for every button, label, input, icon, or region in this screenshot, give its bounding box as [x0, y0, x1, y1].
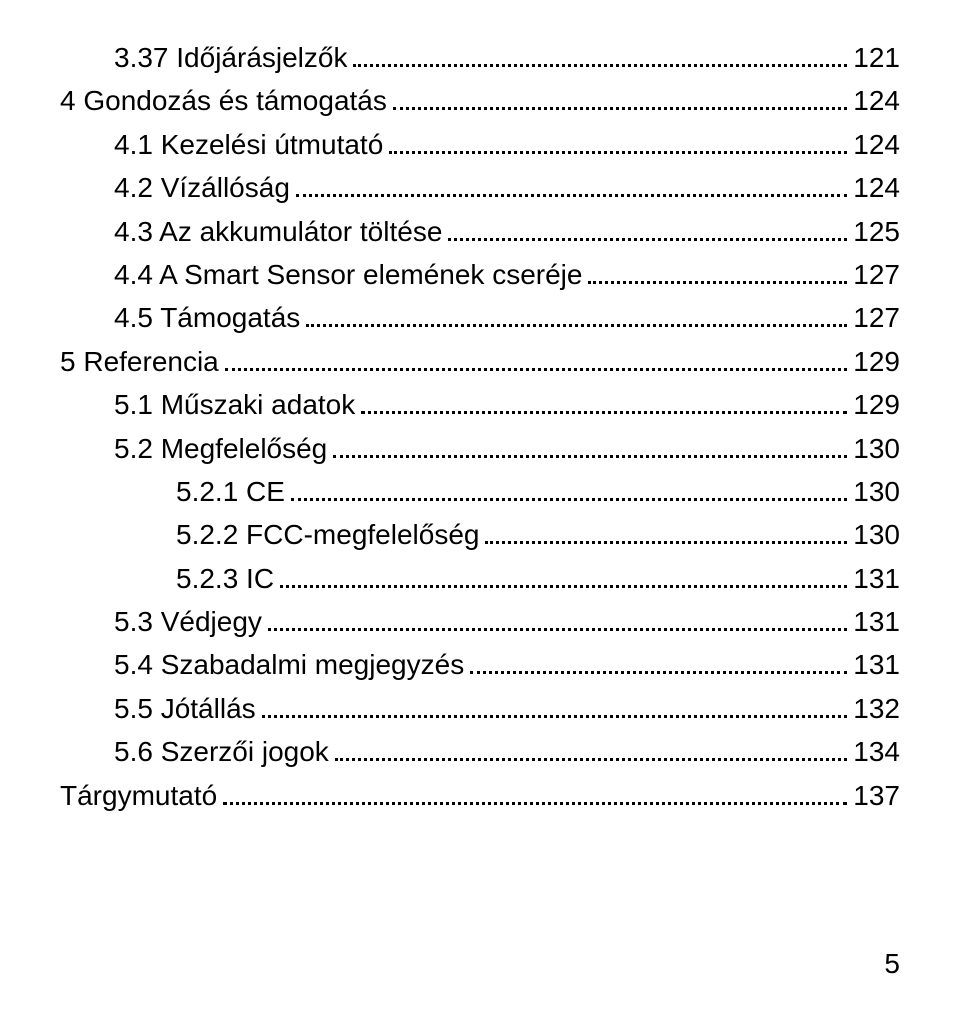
toc-label: 5.5 Jótállás [114, 687, 256, 730]
toc-dot-leader [306, 308, 847, 328]
toc-label: 4.2 Vízállóság [114, 166, 290, 209]
toc-label: 4.3 Az akkumulátor töltése [114, 210, 442, 253]
toc-dot-leader [361, 394, 847, 414]
toc-dot-leader [470, 655, 847, 675]
toc-page: 124 [853, 166, 900, 209]
toc-row: 4.2 Vízállóság 124 [60, 166, 900, 209]
toc-row: 5.6 Szerzői jogok 134 [60, 730, 900, 773]
toc-dot-leader [353, 47, 847, 67]
toc-dot-leader [335, 741, 847, 761]
toc-dot-leader [280, 568, 847, 588]
toc-page: 130 [853, 470, 900, 513]
toc-label: 5.6 Szerzői jogok [114, 730, 329, 773]
toc-label: 5.2.3 IC [176, 557, 274, 600]
toc-row: 5.5 Jótállás 132 [60, 687, 900, 730]
toc-label: 3.37 Időjárásjelzők [114, 36, 347, 79]
toc-page: 127 [853, 296, 900, 339]
toc-row: 4 Gondozás és támogatás 124 [60, 79, 900, 122]
toc-row: 5.4 Szabadalmi megjegyzés 131 [60, 643, 900, 686]
toc-page: 131 [853, 600, 900, 643]
toc-label: 4.5 Támogatás [114, 296, 300, 339]
toc-page: 124 [853, 123, 900, 166]
toc-page: 129 [853, 383, 900, 426]
toc-dot-leader [485, 525, 847, 545]
toc-label: 4.4 A Smart Sensor elemének cseréje [114, 253, 582, 296]
toc-row: 5.2.1 CE 130 [60, 470, 900, 513]
toc-row: 3.37 Időjárásjelzők 121 [60, 36, 900, 79]
toc-dot-leader [389, 134, 847, 154]
toc-dot-leader [296, 177, 847, 197]
toc-page: 130 [853, 513, 900, 556]
toc-page: 131 [853, 643, 900, 686]
toc-row: 5 Referencia 129 [60, 340, 900, 383]
toc-page: 129 [853, 340, 900, 383]
toc-dot-leader [268, 611, 847, 631]
toc-row: 5.2 Megfelelőség 130 [60, 427, 900, 470]
toc-dot-leader [393, 91, 847, 111]
toc-label: Tárgymutató [60, 774, 217, 817]
page-number: 5 [884, 948, 900, 980]
toc-row: 4.4 A Smart Sensor elemének cseréje 127 [60, 253, 900, 296]
toc-label: 4 Gondozás és támogatás [60, 79, 387, 122]
toc-dot-leader [588, 264, 847, 284]
toc-label: 4.1 Kezelési útmutató [114, 123, 383, 166]
toc-dot-leader [225, 351, 848, 371]
toc-label: 5.2.1 CE [176, 470, 285, 513]
toc-page: 131 [853, 557, 900, 600]
toc-row: 4.1 Kezelési útmutató 124 [60, 123, 900, 166]
toc-row: 5.2.3 IC 131 [60, 557, 900, 600]
toc-dot-leader [448, 221, 847, 241]
toc-dot-leader [223, 785, 847, 805]
toc-row: 4.3 Az akkumulátor töltése 125 [60, 210, 900, 253]
document-page: 3.37 Időjárásjelzők1214 Gondozás és támo… [0, 0, 960, 1016]
toc-row: 4.5 Támogatás 127 [60, 296, 900, 339]
toc-row: 5.3 Védjegy 131 [60, 600, 900, 643]
toc-page: 132 [853, 687, 900, 730]
toc-page: 125 [853, 210, 900, 253]
toc-page: 130 [853, 427, 900, 470]
toc-dot-leader [291, 481, 847, 501]
toc-row: Tárgymutató 137 [60, 774, 900, 817]
toc-page: 137 [853, 774, 900, 817]
toc-row: 5.2.2 FCC-megfelelőség 130 [60, 513, 900, 556]
table-of-contents: 3.37 Időjárásjelzők1214 Gondozás és támo… [60, 36, 900, 817]
toc-dot-leader [333, 438, 847, 458]
toc-label: 5.2.2 FCC-megfelelőség [176, 513, 479, 556]
toc-label: 5 Referencia [60, 340, 219, 383]
toc-label: 5.4 Szabadalmi megjegyzés [114, 643, 464, 686]
toc-page: 121 [853, 36, 900, 79]
toc-row: 5.1 Műszaki adatok 129 [60, 383, 900, 426]
toc-label: 5.2 Megfelelőség [114, 427, 327, 470]
toc-label: 5.1 Műszaki adatok [114, 383, 355, 426]
toc-page: 127 [853, 253, 900, 296]
toc-dot-leader [262, 698, 848, 718]
toc-page: 124 [853, 79, 900, 122]
toc-page: 134 [853, 730, 900, 773]
toc-label: 5.3 Védjegy [114, 600, 262, 643]
